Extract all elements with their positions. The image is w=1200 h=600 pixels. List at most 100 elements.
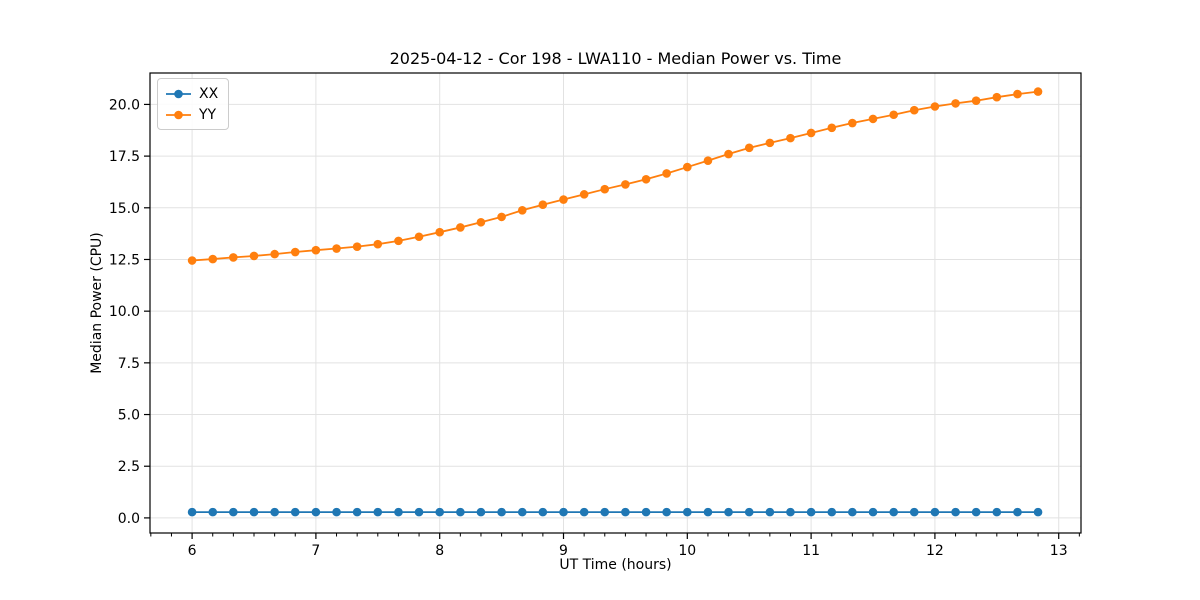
series-YY-marker <box>497 212 506 222</box>
series-YY-marker <box>373 239 383 249</box>
series-YY-marker <box>703 156 713 165</box>
series-YY-marker <box>1033 87 1043 96</box>
legend-marker-yy-icon <box>166 110 191 119</box>
series-XX-marker <box>538 507 548 517</box>
series-XX-marker <box>621 507 630 517</box>
x-tick-label: 12 <box>926 543 944 559</box>
series-XX-marker <box>497 507 506 517</box>
series-XX-marker <box>992 507 1002 517</box>
y-tick-label: 17.5 <box>109 149 140 165</box>
series-XX-marker <box>641 507 651 517</box>
series-XX-marker <box>806 507 816 517</box>
series-XX-marker <box>930 507 940 517</box>
y-tick-label: 10.0 <box>109 304 140 320</box>
series-XX-marker <box>373 507 383 517</box>
legend-item-yy: YY <box>165 104 218 125</box>
series-YY-marker <box>187 256 197 265</box>
series-XX-marker <box>579 507 589 517</box>
series-XX-marker <box>600 507 610 517</box>
x-tick-label: 13 <box>1050 543 1068 559</box>
series-YY-marker <box>951 99 960 108</box>
series-YY-marker <box>848 118 857 128</box>
series-XX-marker <box>208 507 218 517</box>
series-YY-marker <box>229 253 238 262</box>
series-XX-marker <box>848 507 857 517</box>
series-YY-marker <box>724 149 733 159</box>
legend-label-xx: XX <box>199 85 219 102</box>
series-XX-marker <box>662 507 671 517</box>
series-YY-marker <box>930 102 940 111</box>
series-YY-marker <box>311 245 321 255</box>
series-XX-marker <box>703 507 713 517</box>
series-XX-marker <box>786 507 795 517</box>
series-XX-marker <box>290 507 300 517</box>
series-YY-marker <box>270 249 279 259</box>
series-XX-marker <box>517 507 527 517</box>
series-XX-marker <box>827 507 837 517</box>
x-axis-label: UT Time (hours) <box>559 557 672 573</box>
legend-item-xx: XX <box>165 83 218 104</box>
series-XX-marker <box>909 507 919 517</box>
y-tick-label: 20.0 <box>109 97 140 113</box>
chart-title: 2025-04-12 - Cor 198 - LWA110 - Median P… <box>389 49 842 68</box>
series-YY-marker <box>208 254 218 264</box>
series-YY-marker <box>394 236 403 246</box>
series-YY-marker <box>290 247 300 257</box>
series-YY-marker <box>352 242 362 251</box>
series-XX-marker <box>187 507 197 517</box>
series-YY-marker <box>600 184 610 194</box>
series-XX-marker <box>559 507 568 517</box>
series-YY-marker <box>971 96 981 106</box>
x-tick-label: 10 <box>678 543 696 559</box>
series-XX-marker <box>270 507 279 517</box>
series-YY-marker <box>517 205 527 215</box>
x-tick-label: 9 <box>559 543 568 559</box>
series-YY-marker <box>662 169 671 178</box>
series-YY-marker <box>683 162 692 172</box>
series-XX-marker <box>724 507 733 517</box>
series-YY-marker <box>827 123 837 133</box>
series-YY-marker <box>621 180 630 189</box>
series-YY-marker <box>476 217 486 227</box>
series-XX-marker <box>1033 507 1043 517</box>
y-axis-label: Median Power (CPU) <box>89 232 105 374</box>
series-XX-marker <box>394 507 403 517</box>
series-YY-marker <box>744 143 754 153</box>
series-XX-marker <box>414 507 424 517</box>
y-tick-label: 12.5 <box>109 252 140 268</box>
series-YY-marker <box>559 195 568 204</box>
x-tick-label: 8 <box>435 543 444 559</box>
series-YY-marker <box>641 174 651 184</box>
series-XX-marker <box>435 507 444 517</box>
x-tick-label: 7 <box>311 543 320 559</box>
series-YY-marker <box>765 138 775 148</box>
series-XX-marker <box>744 507 754 517</box>
series-XX-marker <box>765 507 775 517</box>
y-tick-label: 0.0 <box>118 511 140 527</box>
x-tick-label: 11 <box>802 543 820 559</box>
series-XX-marker <box>229 507 238 517</box>
series-XX-marker <box>951 507 960 517</box>
series-XX-marker <box>971 507 981 517</box>
y-tick-label: 7.5 <box>118 356 140 372</box>
plot-border <box>149 72 1082 534</box>
series-XX-marker <box>889 507 898 517</box>
series-XX-marker <box>352 507 362 517</box>
series-XX-marker <box>249 507 259 517</box>
series-YY-marker <box>806 128 816 138</box>
series-YY-marker <box>909 105 919 115</box>
series-YY-marker <box>579 190 589 199</box>
series-YY-marker <box>414 232 424 242</box>
series-YY-marker <box>332 244 341 253</box>
series-YY-marker <box>456 223 465 232</box>
series-YY-marker <box>992 92 1002 102</box>
series-YY-marker <box>889 110 898 120</box>
series-YY-marker <box>435 227 444 237</box>
series-XX-marker <box>1013 507 1022 517</box>
series-YY-line <box>192 90 1039 262</box>
series-XX-marker <box>683 507 692 517</box>
series-YY-marker <box>868 114 878 124</box>
series-YY-marker <box>249 251 259 261</box>
